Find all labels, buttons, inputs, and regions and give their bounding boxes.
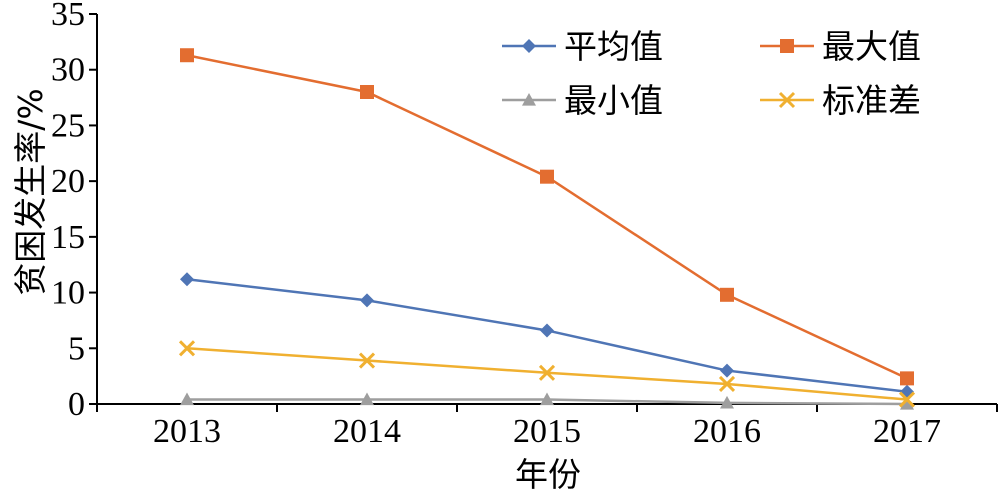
legend-swatch-marker [522,39,536,53]
legend-label: 最大值 [822,27,921,66]
data-point [900,371,914,386]
data-point [538,364,556,381]
legend-swatch-marker [778,91,796,109]
x-tick-label: 2016 [693,413,761,450]
y-tick-label: 5 [68,330,85,367]
x-tick-label: 2017 [873,413,941,450]
series-2 [180,48,914,386]
series-3 [180,392,914,410]
data-point [180,392,194,406]
legend-item: 标准差 [760,81,921,120]
y-tick-label: 10 [51,275,85,312]
data-point [360,85,374,99]
x-axis-title: 年份 [515,455,581,494]
x-tick-label: 2013 [153,413,221,450]
data-point [540,392,554,406]
data-point [178,340,196,357]
data-point [360,392,374,406]
y-tick-label: 30 [51,52,85,89]
y-axis-title: 贫困发生率/% [11,88,50,295]
axes [96,14,997,405]
data-point [718,375,736,393]
data-point [358,352,376,369]
data-point [360,293,374,308]
data-point [898,391,916,408]
series-1 [180,272,914,399]
data-point [180,272,194,287]
legend-label: 标准差 [822,81,921,120]
legend-label: 平均值 [564,27,663,66]
data-point [720,287,734,302]
y-tick-label: 35 [51,0,85,33]
y-tick-label: 20 [51,163,85,200]
y-tick-label: 25 [51,107,85,144]
series-layer [178,48,916,410]
legend-item: 最大值 [760,27,921,66]
data-point [540,169,554,184]
x-tick-label: 2014 [333,413,401,450]
data-point [720,395,734,409]
x-axis-ticks: 2013 2014 2015 2016 2017 [96,404,998,450]
data-point [720,363,734,378]
legend-swatch-marker [780,39,794,53]
legend-swatch-marker [522,93,536,106]
data-point [180,48,194,63]
legend-label: 最小值 [564,81,663,120]
x-tick-label: 2015 [513,413,581,450]
y-axis-ticks: 0 5 10 15 20 25 30 35 [51,0,97,423]
y-tick-label: 15 [51,219,85,256]
series-4 [178,340,916,408]
legend-item: 平均值 [502,27,663,66]
data-point [900,397,914,410]
legend-item: 最小值 [502,81,663,120]
data-point [540,323,554,338]
y-tick-label: 0 [68,386,85,423]
